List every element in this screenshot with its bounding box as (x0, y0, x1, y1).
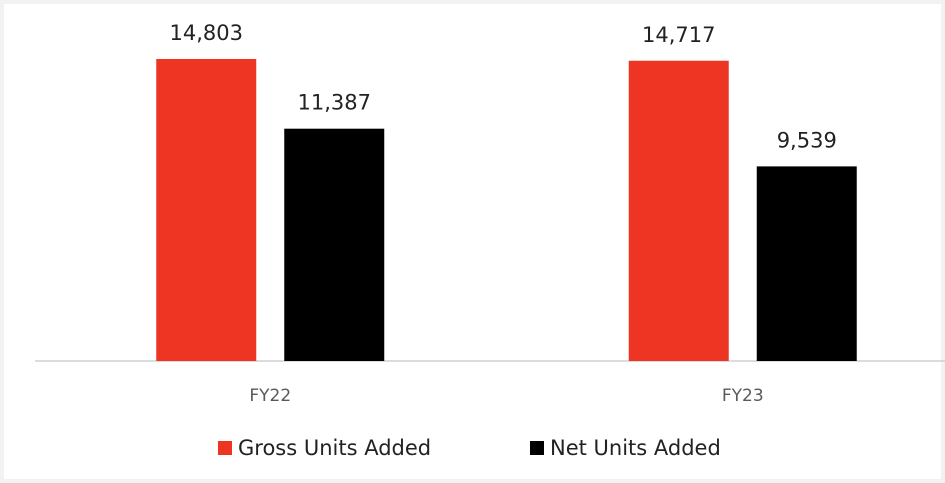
legend-label: Net Units Added (550, 436, 721, 460)
bar (156, 59, 257, 361)
data-label: 14,717 (642, 23, 715, 47)
bar (756, 166, 857, 361)
legend-label: Gross Units Added (238, 436, 431, 460)
legend-swatch (530, 441, 544, 455)
x-tick-label: FY23 (722, 386, 764, 406)
legend-swatch (218, 441, 232, 455)
bar (628, 60, 729, 361)
data-label: 11,387 (298, 91, 371, 115)
x-tick-label: FY22 (249, 386, 291, 406)
bar (284, 128, 385, 361)
data-label: 9,539 (777, 128, 837, 152)
data-label: 14,803 (170, 21, 243, 45)
